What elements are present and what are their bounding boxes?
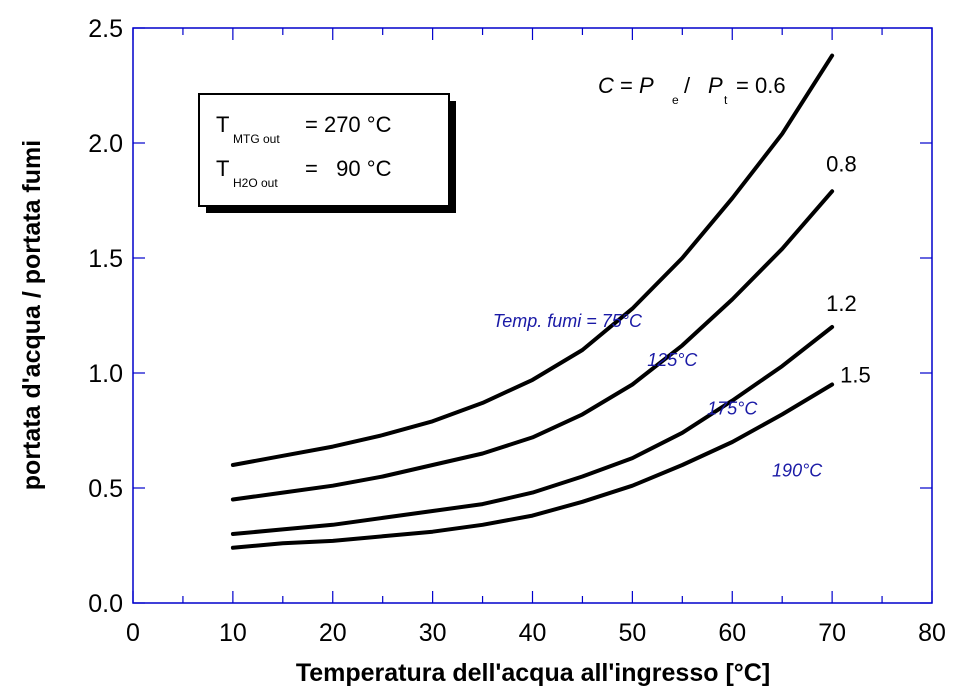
info-line2-sub: H2O out (233, 176, 278, 190)
info-line2-value: = 90 °C (305, 156, 392, 181)
y-tick-label: 1.5 (88, 245, 123, 273)
info-line1-t: T (216, 112, 229, 137)
axes-layer (132, 27, 933, 604)
formula-slash: / (684, 73, 691, 98)
info-box: T MTG out = 270 °C T H2O out = 90 °C (198, 93, 456, 213)
temperature-label: Temp. fumi = 75°C (493, 311, 643, 331)
y-tick-label: 2.5 (88, 15, 123, 43)
curve-label: 1.2 (826, 291, 857, 316)
formula-sub-e: e (672, 93, 679, 107)
formula-value-prefix: = (736, 73, 755, 98)
info-line2-t: T (216, 156, 229, 181)
y-tick-label: 1.0 (88, 360, 123, 388)
y-tick-label: 0.5 (88, 475, 123, 503)
y-tick-label: 2.0 (88, 130, 123, 158)
x-tick-label: 40 (519, 619, 547, 647)
x-tick-label: 30 (419, 619, 447, 647)
x-tick-label: 20 (319, 619, 347, 647)
tick-labels: 0 10 20 30 40 50 60 70 80 0.0 0.5 1.0 1.5 2.0 2.5 (88, 15, 946, 647)
x-tick-label: 60 (718, 619, 746, 647)
temperature-label: 175°C (707, 398, 758, 418)
curve-label: 0.8 (826, 151, 857, 176)
curves-layer (230, 53, 835, 550)
info-line1-sub: MTG out (233, 132, 280, 146)
curve-series-2 (230, 325, 835, 536)
formula-first-value: 0.6 (755, 73, 786, 98)
curve-label: 1.5 (840, 363, 871, 388)
formula-sub-t: t (724, 93, 728, 107)
formula-c: C (598, 73, 614, 98)
curve-series-1 (230, 189, 835, 502)
formula-eq: = (614, 73, 639, 98)
y-tick-label: 0.0 (88, 590, 123, 618)
curve-series-3 (230, 382, 835, 550)
info-box-frame (198, 93, 450, 207)
y-axis-title: portata d'acqua / portata fumi (18, 140, 46, 490)
curve-labels: 0.8 1.2 1.5 (826, 151, 871, 387)
temperature-label: 190°C (772, 461, 823, 481)
svg-text:= 0.6: = 0.6 (736, 73, 786, 98)
curve-series-0 (230, 53, 835, 467)
x-tick-label: 80 (918, 619, 946, 647)
x-tick-label: 50 (618, 619, 646, 647)
info-line1-value: = 270 °C (305, 112, 392, 137)
temperature-label: 125°C (647, 350, 698, 370)
formula-pe: P (639, 73, 654, 98)
x-tick-label: 10 (219, 619, 247, 647)
x-tick-label: 0 (126, 619, 140, 647)
x-tick-label: 70 (818, 619, 846, 647)
formula-label: C = P e / P t = 0.6 (598, 73, 786, 107)
x-axis-title: Temperatura dell'acqua all'ingresso [°C] (296, 659, 770, 687)
svg-text:C = P: C = P (598, 73, 654, 98)
formula-pt: P (708, 73, 723, 98)
